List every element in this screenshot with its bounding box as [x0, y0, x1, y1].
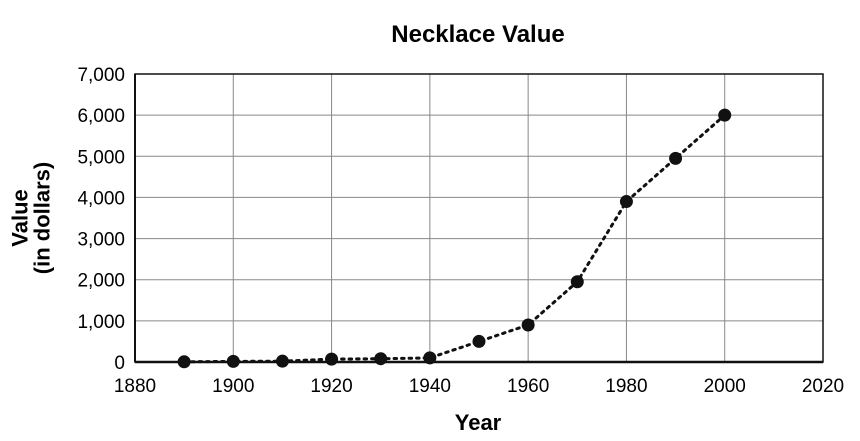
- data-point: [177, 355, 191, 369]
- y-axis-label-line1: Value: [8, 189, 33, 246]
- y-tick-label: 0: [114, 353, 125, 374]
- y-axis-label-line2: (in dollars): [30, 162, 55, 274]
- y-axis-label: Value (in dollars): [8, 162, 55, 274]
- y-tick-label: 2,000: [77, 271, 125, 292]
- data-point: [374, 352, 388, 366]
- data-point: [619, 195, 633, 209]
- y-tick-label: 7,000: [77, 65, 125, 86]
- grid-lines: [134, 73, 824, 363]
- y-tick-label: 1,000: [77, 312, 125, 333]
- x-tick-labels: 1880 1900 1920 1940 1960 1980 2000 2020: [114, 376, 844, 397]
- y-tick-labels: 0 1,000 2,000 3,000 4,000 5,000 6,000 7,000: [77, 65, 125, 374]
- x-tick-label: 1920: [310, 376, 352, 397]
- data-point: [718, 108, 732, 122]
- data-point: [669, 151, 683, 165]
- data-point: [521, 318, 535, 332]
- y-tick-label: 4,000: [77, 188, 125, 209]
- series-line: [182, 113, 727, 364]
- axes: [134, 73, 824, 364]
- data-series: [177, 108, 732, 369]
- data-point: [423, 351, 437, 365]
- x-tick-label: 2020: [802, 376, 844, 397]
- x-axis-label: Year: [455, 410, 502, 435]
- data-point: [472, 334, 486, 348]
- data-point: [570, 275, 584, 289]
- x-tick-label: 1900: [212, 376, 254, 397]
- x-tick-label: 1960: [507, 376, 549, 397]
- chart-title: Necklace Value: [391, 21, 564, 48]
- data-point: [226, 354, 240, 368]
- data-point: [275, 354, 289, 368]
- y-tick-label: 6,000: [77, 106, 125, 127]
- x-tick-label: 1880: [114, 376, 156, 397]
- x-tick-label: 1980: [605, 376, 647, 397]
- data-point: [325, 352, 339, 366]
- x-tick-label: 1940: [409, 376, 451, 397]
- x-tick-label: 2000: [704, 376, 746, 397]
- y-tick-label: 3,000: [77, 230, 125, 251]
- y-tick-label: 5,000: [77, 147, 125, 168]
